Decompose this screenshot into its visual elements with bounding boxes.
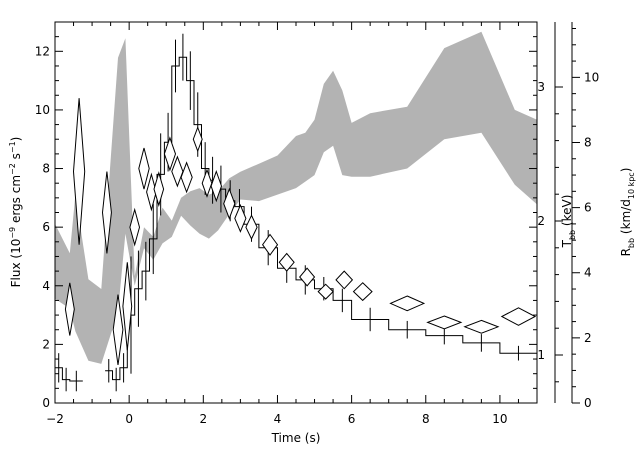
diamond-marker xyxy=(261,233,279,256)
temperature-axis-title: Tbb (keV) xyxy=(560,195,577,249)
temperature-axis-ticks: 1 2 3 xyxy=(537,80,563,383)
flux-axis-ticks: 0 2 4 6 8 10 12 xyxy=(35,36,537,410)
radius-tick-label: 10 xyxy=(584,70,599,84)
diamond-marker xyxy=(72,98,86,245)
diamond-marker xyxy=(153,171,165,207)
diamond-marker xyxy=(426,315,463,330)
diamond-marker xyxy=(192,126,203,153)
diamond-marker xyxy=(112,294,124,365)
temperature-tick-label: 1 xyxy=(537,348,545,362)
flux-tick-label: 4 xyxy=(42,279,50,293)
diamond-marker xyxy=(163,136,177,172)
diamond-marker xyxy=(171,155,184,188)
temperature-tick-label: 2 xyxy=(537,214,545,228)
diamond-marker xyxy=(500,307,537,326)
diamond-marker xyxy=(245,214,258,241)
x-tick-label: −2 xyxy=(46,412,64,426)
flux-tick-label: 12 xyxy=(35,44,50,58)
diamond-marker xyxy=(299,267,316,287)
diamond-marker xyxy=(201,168,213,198)
diamond-marker xyxy=(129,207,141,247)
radius-tick-label: 0 xyxy=(584,396,592,410)
x-tick-label: 8 xyxy=(422,412,430,426)
diamond-marker xyxy=(463,319,500,334)
diamond-marker xyxy=(122,262,133,351)
flux-tick-label: 10 xyxy=(35,103,50,117)
diamond-marker xyxy=(335,270,354,290)
flux-tick-label: 6 xyxy=(42,220,50,234)
x-axis-ticks: −2 0 2 4 6 8 10 xyxy=(46,22,538,426)
flux-axis-title: Flux (10−9 ergs cm−2 s−1) xyxy=(8,137,23,288)
x-tick-label: 2 xyxy=(199,412,207,426)
diamond-marker xyxy=(317,283,334,300)
diamond-marker xyxy=(234,203,247,233)
radius-tick-label: 8 xyxy=(584,135,592,149)
diamond-marker xyxy=(101,171,112,254)
diamond-series-layer xyxy=(64,98,537,365)
radius-axis-ticks: 0 2 4 6 8 10 xyxy=(572,28,599,410)
diamond-marker xyxy=(210,170,223,203)
diamond-marker xyxy=(138,147,150,190)
diamond-marker xyxy=(64,282,75,336)
radius-tick-label: 4 xyxy=(584,266,592,280)
radius-band xyxy=(55,31,537,364)
flux-tick-label: 2 xyxy=(42,337,50,351)
x-tick-label: 10 xyxy=(492,412,507,426)
radius-tick-label: 6 xyxy=(584,201,592,215)
diamond-marker xyxy=(223,187,236,220)
x-tick-label: 0 xyxy=(125,412,133,426)
flux-tick-label: 0 xyxy=(42,396,50,410)
flux-tick-label: 8 xyxy=(42,162,50,176)
radius-tick-label: 2 xyxy=(584,331,592,345)
temperature-tick-label: 3 xyxy=(537,80,545,94)
radius-axis-title: Rbb (km/d10 kpc) xyxy=(619,168,636,257)
diamond-marker xyxy=(278,252,295,272)
radius-band-layer xyxy=(55,31,537,364)
diamond-marker xyxy=(180,161,193,194)
x-axis-title: Time (s) xyxy=(271,431,321,445)
x-tick-label: 4 xyxy=(274,412,282,426)
diamond-marker xyxy=(389,295,426,312)
x-tick-label: 6 xyxy=(348,412,356,426)
diamond-marker xyxy=(352,282,373,302)
